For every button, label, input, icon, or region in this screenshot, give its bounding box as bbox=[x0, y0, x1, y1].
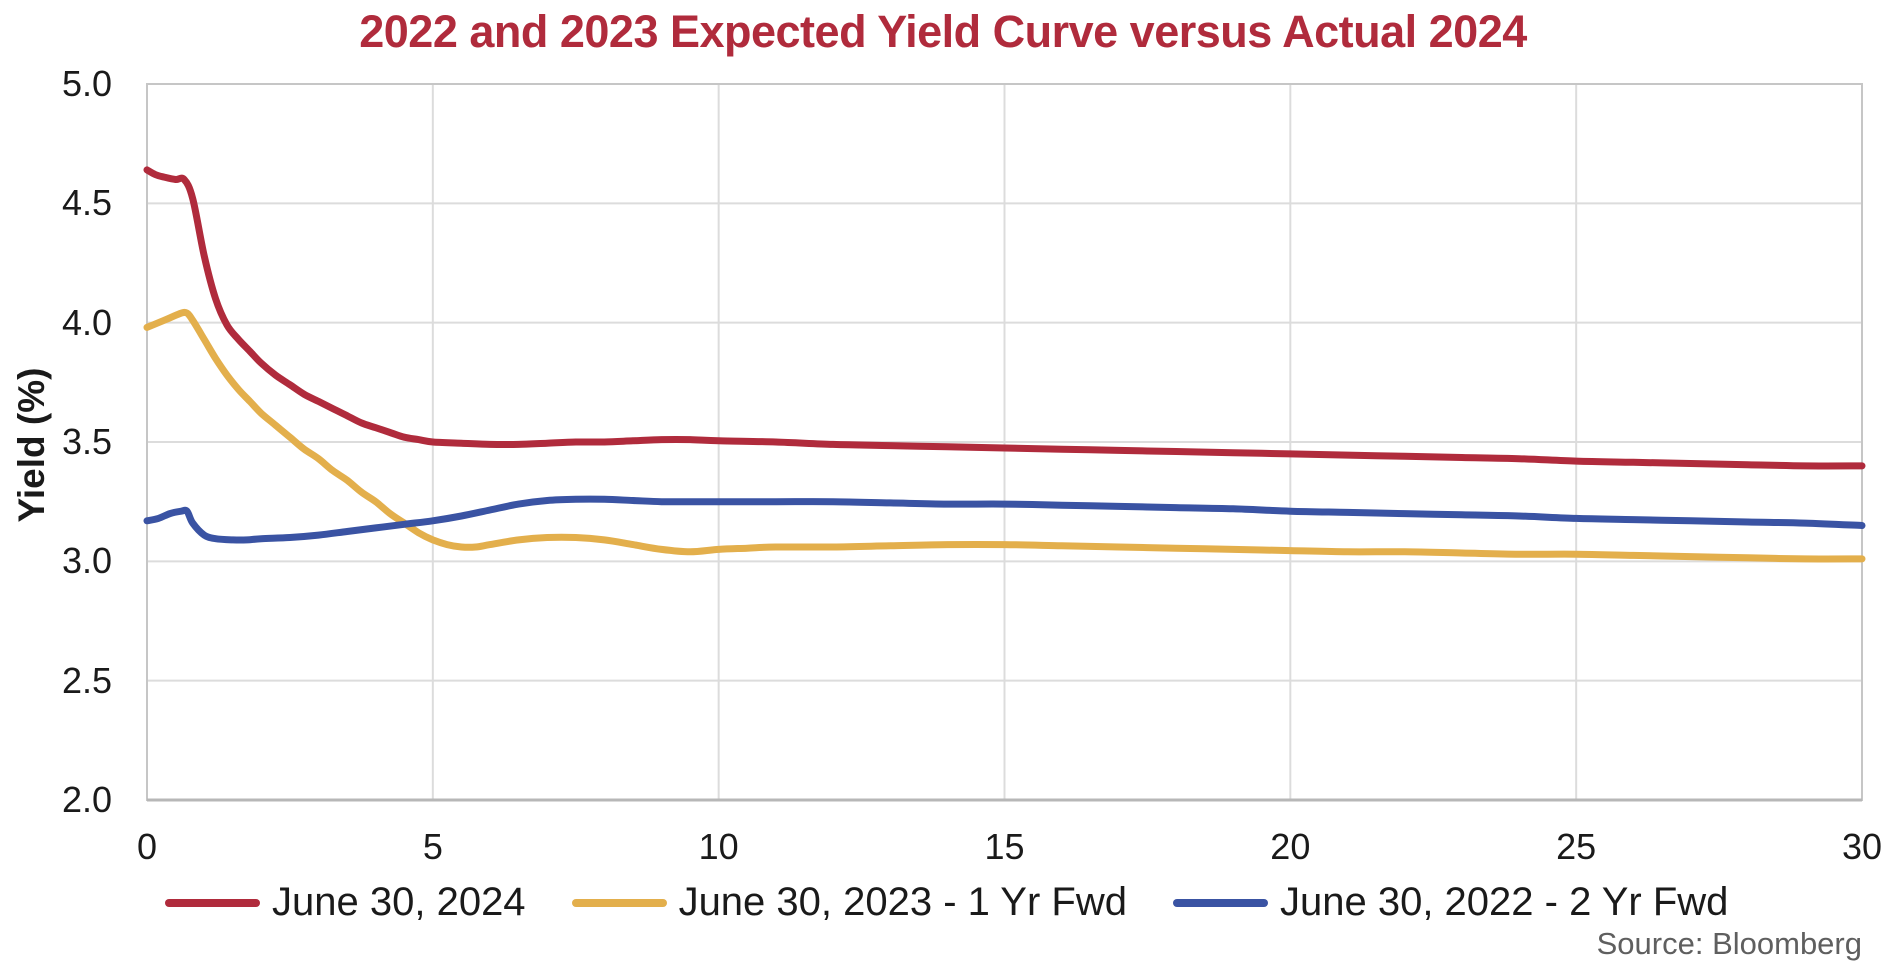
y-tick-label: 3.5 bbox=[61, 421, 112, 462]
legend-label: June 30, 2023 - 1 Yr Fwd bbox=[678, 880, 1127, 924]
y-tick-label: 5.0 bbox=[61, 63, 112, 104]
legend-swatch-icon bbox=[165, 898, 260, 907]
legend-item-2: June 30, 2023 - 1 Yr Fwd bbox=[571, 880, 1127, 925]
legend-label: June 30, 2024 bbox=[272, 880, 526, 924]
gridlines bbox=[146, 83, 1863, 802]
x-tick-label: 0 bbox=[136, 826, 158, 867]
y-tick-label: 4.0 bbox=[61, 301, 112, 343]
legend-item-1: June 30, 2024 bbox=[165, 880, 526, 925]
y-axis-title: Yield (%) bbox=[11, 367, 52, 523]
x-tick-label: 30 bbox=[1841, 826, 1883, 867]
y-tick-label: 4.5 bbox=[61, 182, 112, 224]
legend-item-3: June 30, 2022 - 2 Yr Fwd bbox=[1172, 880, 1729, 925]
series-line-1 bbox=[143, 166, 1866, 470]
source-note: Source: Bloomberg bbox=[1596, 926, 1862, 961]
legend-label: June 30, 2022 - 2 Yr Fwd bbox=[1279, 880, 1729, 924]
x-tick-label: 15 bbox=[984, 826, 1025, 867]
y-tick-label: 2.0 bbox=[61, 779, 112, 820]
x-tick-label: 20 bbox=[1270, 826, 1311, 867]
legend-swatch-icon bbox=[1172, 898, 1268, 907]
data-series bbox=[143, 166, 1866, 563]
x-tick-label: 5 bbox=[422, 826, 443, 867]
y-tick-label: 3.0 bbox=[61, 540, 112, 582]
series-line-2 bbox=[143, 308, 1866, 563]
x-tick-label: 10 bbox=[698, 826, 739, 867]
series-line-3 bbox=[143, 495, 1866, 544]
x-tick-label: 25 bbox=[1556, 826, 1597, 867]
chart-title: 2022 and 2023 Expected Yield Curve versu… bbox=[359, 6, 1527, 57]
legend-swatch-icon bbox=[571, 898, 667, 907]
chart-legend: June 30, 2024 June 30, 2023 - 1 Yr Fwd Jun… bbox=[165, 880, 1728, 925]
y-tick-label: 2.5 bbox=[61, 659, 112, 701]
